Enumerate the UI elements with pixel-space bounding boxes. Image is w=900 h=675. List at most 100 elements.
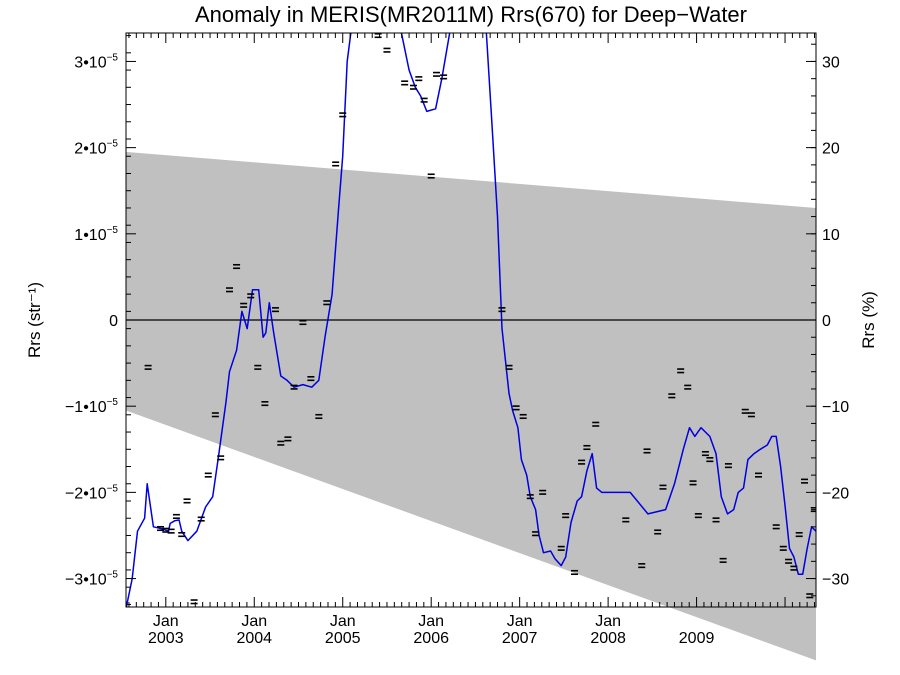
data-point-bar xyxy=(254,368,262,370)
x-tick-label-month: Jan xyxy=(418,613,444,630)
data-point xyxy=(772,524,780,526)
data-point-bar xyxy=(323,303,331,306)
data-point-bar xyxy=(204,476,212,478)
data-point xyxy=(284,436,292,438)
data-point-bar xyxy=(772,527,780,530)
y-tick-mantissa: −2•10 xyxy=(65,485,107,502)
y-tick-label-left: −3•10−5 xyxy=(65,570,118,589)
data-point-bar xyxy=(420,101,428,103)
x-tick-label-year: 2009 xyxy=(679,630,715,647)
data-point xyxy=(795,532,803,534)
data-point xyxy=(162,527,170,530)
x-tick-label-year: 2008 xyxy=(590,630,626,647)
data-point xyxy=(571,569,578,572)
data-point xyxy=(512,405,520,407)
x-tick-label-year: 2007 xyxy=(502,630,538,647)
data-point-bar xyxy=(592,425,600,427)
data-point-bar xyxy=(810,510,816,513)
band-layer xyxy=(126,151,816,661)
data-point-bar xyxy=(374,36,382,39)
data-point-bar xyxy=(801,482,808,484)
y-tick-exponent: −5 xyxy=(107,52,119,63)
data-point xyxy=(724,463,732,465)
data-point-bar xyxy=(701,454,709,457)
data-point xyxy=(806,593,814,595)
y-tick-exponent: −5 xyxy=(107,570,119,581)
data-point-bar xyxy=(178,535,186,538)
data-point-bar xyxy=(790,569,798,571)
data-point xyxy=(183,498,191,500)
data-point xyxy=(755,472,762,475)
y-tick-label-left: −2•10−5 xyxy=(65,483,118,502)
data-point xyxy=(261,401,269,403)
plot-layer xyxy=(126,33,816,607)
y-tick-label-right: 0 xyxy=(822,313,831,330)
y-tick-label-left: 1•10−5 xyxy=(74,225,118,244)
data-point xyxy=(526,494,534,496)
data-point-bar xyxy=(505,368,513,370)
data-point-bar xyxy=(557,549,565,551)
data-point-bar xyxy=(183,501,191,504)
data-point-bar xyxy=(659,488,667,490)
data-point xyxy=(339,112,347,114)
data-point-bar xyxy=(307,379,315,382)
uncertainty-band xyxy=(126,151,816,661)
data-point xyxy=(315,413,323,416)
data-point-bar xyxy=(167,532,175,534)
data-point xyxy=(167,528,175,531)
data-point xyxy=(785,558,793,561)
data-point xyxy=(532,531,540,533)
data-point-bar xyxy=(233,267,241,270)
data-point-bar xyxy=(410,88,417,90)
data-point xyxy=(383,47,391,50)
data-point-bar xyxy=(498,310,506,313)
data-point xyxy=(519,413,527,416)
data-point-bar xyxy=(643,451,651,454)
data-point-bar xyxy=(719,561,727,563)
data-point-bar xyxy=(512,408,520,411)
data-point xyxy=(701,450,709,453)
data-point xyxy=(433,71,440,74)
data-point-bar xyxy=(211,415,219,418)
data-point xyxy=(622,517,630,519)
chart-title: Anomaly in MERIS(MR2011M) Rrs(670) for D… xyxy=(195,2,747,27)
data-point-bar xyxy=(532,534,540,537)
data-point-bar xyxy=(240,306,248,308)
data-point xyxy=(638,563,646,565)
data-point-bar xyxy=(299,323,307,326)
y-tick-mantissa: 3•10 xyxy=(74,54,106,71)
data-point xyxy=(677,368,685,370)
data-point xyxy=(684,384,692,387)
data-point-bar xyxy=(806,596,814,599)
data-point-bar xyxy=(519,417,527,420)
data-point-bar xyxy=(654,532,662,535)
data-point xyxy=(211,412,219,414)
data-point-bar xyxy=(526,497,534,500)
data-point-bar xyxy=(677,371,685,374)
data-point-bar xyxy=(706,460,714,463)
data-point-bar xyxy=(578,463,586,465)
data-point-bar xyxy=(383,51,391,53)
data-point-bar xyxy=(247,296,255,299)
data-point-bar xyxy=(747,415,755,418)
y-tick-exponent: −5 xyxy=(107,483,119,494)
data-point xyxy=(706,457,714,459)
data-point-bar xyxy=(785,562,793,564)
data-point xyxy=(643,448,651,451)
data-point xyxy=(157,525,164,528)
data-point-bar xyxy=(339,115,347,118)
data-point xyxy=(277,440,285,443)
y-tick-label-left: 0 xyxy=(109,313,118,330)
data-point xyxy=(178,532,186,534)
data-point xyxy=(583,444,591,447)
data-point-bar xyxy=(332,164,340,167)
data-point xyxy=(694,513,702,515)
data-point-bar xyxy=(433,75,440,77)
y-tick-mantissa: −1•10 xyxy=(65,399,107,416)
data-point-bar xyxy=(779,549,787,551)
data-point-bar xyxy=(415,79,423,82)
data-point xyxy=(247,293,255,295)
data-point xyxy=(427,173,435,176)
data-point xyxy=(790,565,798,568)
y-tick-exponent: −5 xyxy=(107,397,119,408)
